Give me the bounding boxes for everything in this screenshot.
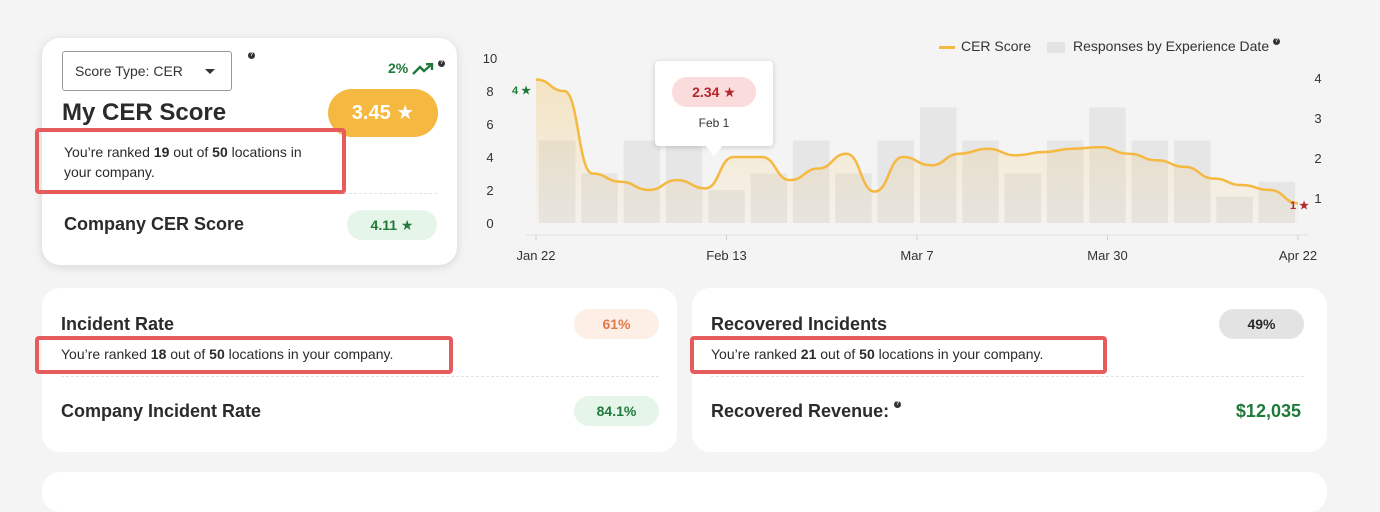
x-tick-label: Mar 7: [900, 248, 933, 263]
y2-tick-label: 3: [1314, 111, 1321, 126]
y-tick-label: 6: [486, 117, 493, 132]
chart-tooltip: 2.34 ★ Feb 1: [655, 61, 773, 157]
rank-text: You’re ranked 19 out of 50 locations in y…: [64, 142, 364, 182]
help-icon[interactable]: ?: [438, 60, 445, 67]
score-type-select[interactable]: Score Type: CER: [62, 51, 232, 91]
rank-mid: out of: [169, 144, 213, 160]
x-tick-label: Feb 13: [706, 248, 746, 263]
recovered-rank-text: You’re ranked 21 out of 50 locations in …: [711, 344, 1043, 364]
rank-total: 50: [209, 346, 225, 362]
trend-up-icon: [412, 63, 434, 76]
legend-bar-label[interactable]: Responses by Experience Date: [1073, 38, 1270, 54]
incident-rank-text: You’re ranked 18 out of 50 locations in …: [61, 344, 393, 364]
recovered-rank-highlight: [690, 336, 1107, 374]
company-score-badge: 4.11 ★: [347, 210, 437, 240]
recovered-incidents-title: Recovered Incidents: [711, 314, 888, 334]
cer-score-line: [535, 78, 1299, 205]
rank-suffix: locations in your company.: [874, 346, 1044, 362]
help-icon[interactable]: ?: [894, 401, 902, 408]
company-incident-rate-label: Company Incident Rate: [61, 401, 262, 421]
rank-value: 18: [150, 346, 167, 362]
rank-value: 19: [153, 144, 170, 160]
legend-line-swatch: [938, 45, 955, 49]
incident-rank-highlight: [35, 336, 453, 374]
legend-bar-swatch: [1047, 41, 1065, 53]
page-title: My CER Score: [62, 99, 227, 126]
y2-tick-label: 2: [1314, 151, 1321, 166]
rank-value: 21: [800, 346, 817, 362]
trend-value: 2%: [387, 60, 409, 76]
recovered-revenue-label-text: Recovered Revenue:: [711, 401, 890, 421]
chart-legend: CER Score Responses by Experience Date ?: [938, 38, 1280, 54]
recovered-incidents-badge: 49%: [1219, 309, 1304, 339]
my-score-badge: 3.45 ★: [328, 89, 438, 137]
rank-suffix-2: your company.: [64, 164, 155, 180]
tooltip-date: Feb 1: [698, 116, 730, 130]
rank-prefix: You’re ranked: [64, 144, 154, 160]
company-incident-rate-badge: 84.1%: [574, 396, 659, 426]
rank-mid: out of: [166, 346, 210, 362]
end-label: 1 ★: [1290, 200, 1309, 212]
trend-indicator: 2% ?: [388, 60, 445, 76]
rank-prefix: You’re ranked: [61, 346, 151, 362]
help-icon[interactable]: ?: [248, 52, 255, 59]
x-tick-label: Mar 30: [1087, 248, 1127, 263]
legend-line-label[interactable]: CER Score: [960, 38, 1031, 54]
y-tick-label: 8: [486, 84, 493, 99]
divider: [61, 376, 659, 377]
recovered-revenue-label: Recovered Revenue: ?: [711, 401, 902, 422]
start-label: 4 ★: [512, 85, 531, 97]
company-score-label: Company CER Score: [64, 214, 245, 234]
y2-tick-label: 4: [1314, 71, 1321, 86]
rank-suffix: locations in: [227, 144, 302, 160]
y-tick-label: 2: [486, 183, 493, 198]
x-tick-label: Apr 22: [1279, 248, 1317, 263]
cer-score-card: Score Type: CER ? 2% ? My CER Score 3.45…: [42, 38, 457, 265]
cer-area: [536, 79, 1298, 223]
help-icon[interactable]: ?: [1273, 38, 1280, 45]
chevron-down-icon: [205, 69, 215, 74]
tooltip-value: 2.34 ★: [672, 77, 756, 107]
y-tick-label: 10: [483, 51, 497, 66]
y-tick-label: 0: [486, 216, 493, 231]
score-type-select-label: Score Type: CER: [75, 63, 183, 79]
incident-rate-title: Incident Rate: [61, 314, 175, 334]
y2-tick-label: 1: [1314, 191, 1321, 206]
rank-prefix: You’re ranked: [711, 346, 801, 362]
rank-total: 50: [859, 346, 875, 362]
rank-total: 50: [212, 144, 228, 160]
y-tick-label: 4: [486, 150, 493, 165]
incident-rate-badge: 61%: [574, 309, 659, 339]
rank-highlight: [35, 128, 346, 194]
rank-mid: out of: [816, 346, 860, 362]
bottom-card: [42, 472, 1327, 512]
recovered-revenue-value: $12,035: [1235, 401, 1301, 421]
tooltip-arrow: [705, 145, 723, 157]
x-tick-label: Jan 22: [516, 248, 555, 263]
divider: [711, 376, 1304, 377]
rank-suffix: locations in your company.: [224, 346, 394, 362]
cer-chart: CER Score Responses by Experience Date ? …: [470, 30, 1350, 280]
